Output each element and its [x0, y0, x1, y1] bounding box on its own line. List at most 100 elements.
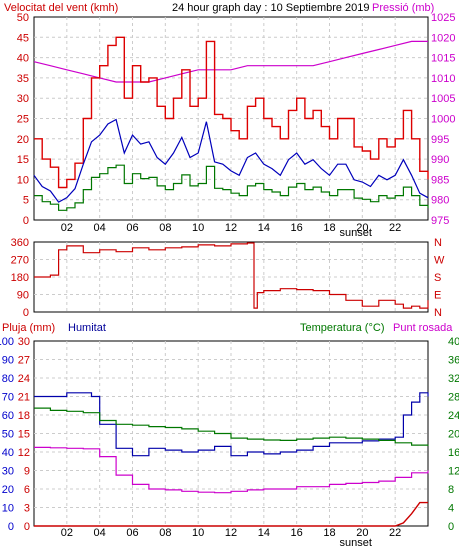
pressure-tick-label: 1010 — [431, 73, 455, 85]
rain-ticks: 0 3 6 9 12 15 18 21 24 27 30 — [18, 336, 30, 533]
hour-label: 22 — [389, 527, 401, 539]
humidity-tick-label: 50 — [2, 429, 14, 441]
wind-axis-label: Velocitat del vent (kmh) — [4, 2, 118, 14]
pressure-tick-label: 995 — [431, 134, 449, 146]
temp-humidity-panel: Pluja (mm) Humitat Temperatura (°C) Punt… — [0, 322, 459, 533]
wind-tick-label: 10 — [17, 174, 29, 186]
temperature-tick-label: 40 — [448, 336, 459, 348]
pressure-tick-label: 1020 — [431, 32, 455, 44]
hour-label: 06 — [126, 222, 138, 234]
temperature-line — [34, 407, 429, 446]
chart-title: 24 hour graph day : 10 Septiembre 2019 — [172, 2, 370, 14]
wind-tick-label: 45 — [17, 32, 29, 44]
pressure-tick-label: 1005 — [431, 93, 455, 105]
hour-label: 08 — [159, 222, 171, 234]
temperature-tick-label: 12 — [448, 466, 459, 478]
temperature-tick-label: 8 — [448, 484, 454, 496]
degree-tick-label: 360 — [11, 237, 29, 249]
rain-tick-label: 9 — [24, 466, 30, 478]
rain-axis-label: Pluja (mm) — [2, 322, 55, 334]
humidity-line — [34, 392, 429, 457]
wind-tick-label: 5 — [23, 195, 29, 207]
temperature-tick-label: 36 — [448, 355, 459, 367]
pressure-tick-label: 975 — [431, 215, 449, 227]
degree-tick-label: 90 — [17, 290, 29, 302]
rain-tick-label: 12 — [18, 447, 30, 459]
rain-tick-label: 15 — [18, 429, 30, 441]
hour-label: 16 — [291, 222, 303, 234]
rain-tick-label: 6 — [24, 484, 30, 496]
wind-direction-line — [34, 242, 429, 309]
hour-label: 18 — [323, 222, 335, 234]
degree-tick-label: 180 — [11, 272, 29, 284]
temperature-tick-label: 4 — [448, 503, 454, 515]
rain-tick-label: 0 — [24, 521, 30, 533]
sunset-label: sunset — [340, 227, 372, 239]
pressure-axis-label: Pressió (mb) — [372, 2, 434, 14]
compass-tick-label: N — [434, 237, 442, 249]
wind-speed-ticks: 0 5 10 15 20 25 30 35 40 45 50 — [17, 12, 29, 227]
hour-label: 18 — [323, 527, 335, 539]
wind-pressure-panel: Velocitat del vent (kmh) 24 hour graph d… — [4, 2, 455, 227]
wind-tick-label: 35 — [17, 73, 29, 85]
temperature-tick-label: 28 — [448, 392, 459, 404]
rain-tick-label: 21 — [18, 392, 30, 404]
rain-tick-label: 24 — [18, 373, 30, 385]
hour-label: 12 — [225, 527, 237, 539]
hour-label: 04 — [94, 527, 106, 539]
pressure-tick-label: 980 — [431, 195, 449, 207]
wind-tick-label: 30 — [17, 93, 29, 105]
hour-label: 10 — [192, 527, 204, 539]
temperature-tick-label: 20 — [448, 429, 459, 441]
humidity-tick-label: 70 — [2, 392, 14, 404]
direction-degree-ticks: 0 90 180 270 360 — [11, 237, 29, 319]
hour-label: 02 — [61, 527, 73, 539]
rain-tick-label: 3 — [24, 503, 30, 515]
hour-label: 14 — [258, 527, 270, 539]
wind-tick-label: 15 — [17, 154, 29, 166]
wind-tick-label: 50 — [17, 12, 29, 24]
rain-tick-label: 27 — [18, 355, 30, 367]
hour-label: 04 — [94, 222, 106, 234]
hour-label: 16 — [291, 527, 303, 539]
compass-tick-label: S — [434, 272, 441, 284]
pressure-tick-label: 985 — [431, 174, 449, 186]
hour-label: 20 — [356, 527, 368, 539]
compass-tick-label: W — [434, 255, 445, 267]
hour-label: 20 — [356, 222, 368, 234]
humidity-tick-label: 30 — [2, 466, 14, 478]
temperature-tick-label: 32 — [448, 373, 459, 385]
humidity-tick-label: 60 — [2, 410, 14, 422]
temperature-ticks: 0 4 8 12 16 20 24 28 32 36 40 — [448, 336, 459, 533]
dewpoint-line — [34, 446, 429, 494]
hour-labels: 02 02 04 04 06 06 08 08 10 10 12 12 14 14 16 16 18 18 20 20… — [61, 222, 402, 549]
pressure-tick-label: 1000 — [431, 114, 455, 126]
degree-tick-label: 0 — [23, 307, 29, 319]
sunset-label: sunset — [340, 537, 372, 549]
pressure-tick-label: 1015 — [431, 53, 455, 65]
hour-label: 08 — [159, 527, 171, 539]
temp-panel-grid — [34, 341, 428, 526]
direction-series — [34, 242, 429, 309]
humidity-axis-label: Humitat — [68, 322, 106, 334]
degree-tick-label: 270 — [11, 255, 29, 267]
humidity-tick-label: 100 — [0, 336, 14, 348]
humidity-tick-label: 80 — [2, 373, 14, 385]
wind-low-line — [34, 164, 429, 211]
humidity-tick-label: 40 — [2, 447, 14, 459]
wind-pressure-series — [33, 36, 429, 211]
humidity-tick-label: 90 — [2, 355, 14, 367]
compass-tick-label: E — [434, 290, 441, 302]
wind-tick-label: 25 — [17, 114, 29, 126]
humidity-tick-label: 0 — [8, 521, 14, 533]
hour-label: 02 — [61, 222, 73, 234]
humidity-tick-label: 10 — [2, 503, 14, 515]
wind-tick-label: 20 — [17, 134, 29, 146]
dewpoint-axis-label: Punt rosada — [393, 322, 453, 334]
temperature-tick-label: 24 — [448, 410, 459, 422]
hour-label: 22 — [389, 222, 401, 234]
compass-tick-label: N — [434, 307, 442, 319]
